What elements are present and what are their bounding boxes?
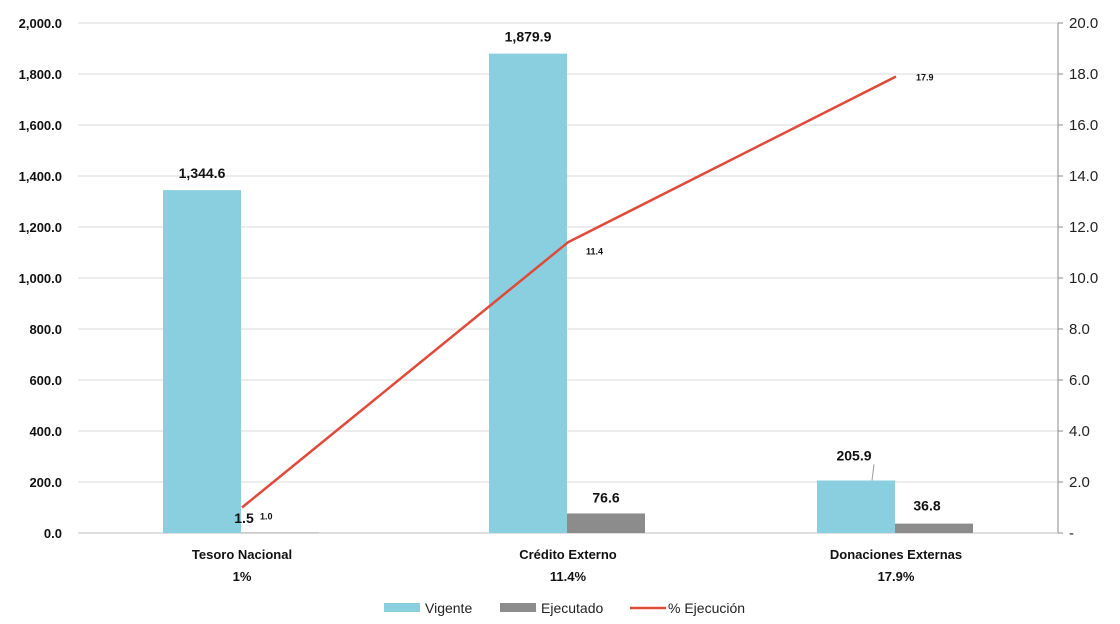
- bar-ejecutado-1: [567, 513, 645, 533]
- right-tick-label: 2.0: [1069, 474, 1090, 491]
- right-tick-label: 4.0: [1069, 423, 1090, 440]
- category-label: Tesoro Nacional: [192, 547, 292, 562]
- left-tick-label: 800.0: [29, 322, 62, 337]
- leader-line: [871, 464, 875, 481]
- bar-ejecutado-0: [241, 532, 319, 534]
- right-tick-label: -: [1069, 525, 1074, 542]
- left-tick-label: 0.0: [44, 526, 62, 541]
- bar-label-vigente: 1,344.6: [179, 165, 226, 181]
- bars: [163, 53, 973, 534]
- left-tick-label: 400.0: [29, 424, 62, 439]
- line-ejecucion: [241, 75, 897, 509]
- bar-label-ejecutado: 1.5: [234, 510, 254, 526]
- category-label: Donaciones Externas: [830, 547, 962, 562]
- category-sublabel: 1%: [233, 569, 252, 584]
- right-tick-label: 14.0: [1069, 168, 1098, 185]
- left-tick-label: 600.0: [29, 373, 62, 388]
- category-sublabel: 17.9%: [878, 569, 915, 584]
- left-tick-label: 1,800.0: [19, 67, 62, 82]
- legend--ejecuci-n-label: % Ejecución: [668, 600, 745, 616]
- bar-label-ejecutado: 36.8: [913, 498, 940, 514]
- gridlines: [78, 22, 1058, 483]
- bar-label-ejecutado: 76.6: [592, 489, 619, 505]
- category-sublabel: 11.4%: [550, 569, 587, 584]
- legend-ejecutado-swatch: [500, 603, 536, 612]
- right-tick-label: 6.0: [1069, 372, 1090, 389]
- line-point-label: 17.9: [916, 73, 934, 83]
- legend-vigente-label: Vigente: [425, 600, 472, 616]
- right-tick-label: 8.0: [1069, 321, 1090, 338]
- axes: 0.0 200.0 400.0 600.0 800.0 1,000.0 1,200.0 1,4…: [19, 15, 1099, 584]
- right-tick-label: 18.0: [1069, 66, 1098, 83]
- left-tick-label: 2,000.0: [19, 16, 62, 31]
- right-tick-label: 10.0: [1069, 270, 1098, 287]
- execution-line: [241, 75, 897, 509]
- line-point-label: 11.4: [586, 246, 603, 256]
- right-tick-label: 16.0: [1069, 117, 1098, 134]
- data-labels: 1,344.6 1,879.9 205.9 1.5 76.6 36.8 1.0 11.4 17.…: [179, 29, 941, 526]
- bar-label-vigente: 1,879.9: [505, 29, 552, 45]
- category-label: Crédito Externo: [519, 547, 617, 562]
- left-tick-label: 1,000.0: [19, 271, 62, 286]
- left-tick-label: 1,200.0: [19, 220, 62, 235]
- bar-vigente-1: [489, 53, 567, 534]
- bar-vigente-2: [817, 480, 895, 533]
- right-tick-label: 20.0: [1069, 15, 1098, 32]
- bar-ejecutado-2: [895, 523, 973, 533]
- left-tick-label: 1,600.0: [19, 118, 62, 133]
- left-tick-label: 200.0: [29, 475, 62, 490]
- line-point-label: 1.0: [260, 512, 273, 522]
- legend-vigente-swatch: [384, 603, 420, 612]
- legend-ejecutado-label: Ejecutado: [541, 600, 603, 616]
- bar-label-vigente: 205.9: [836, 447, 871, 463]
- bar-vigente-0: [163, 190, 241, 533]
- legend: Vigente Ejecutado % Ejecución: [384, 600, 745, 616]
- right-tick-label: 12.0: [1069, 219, 1098, 236]
- left-tick-label: 1,400.0: [19, 169, 62, 184]
